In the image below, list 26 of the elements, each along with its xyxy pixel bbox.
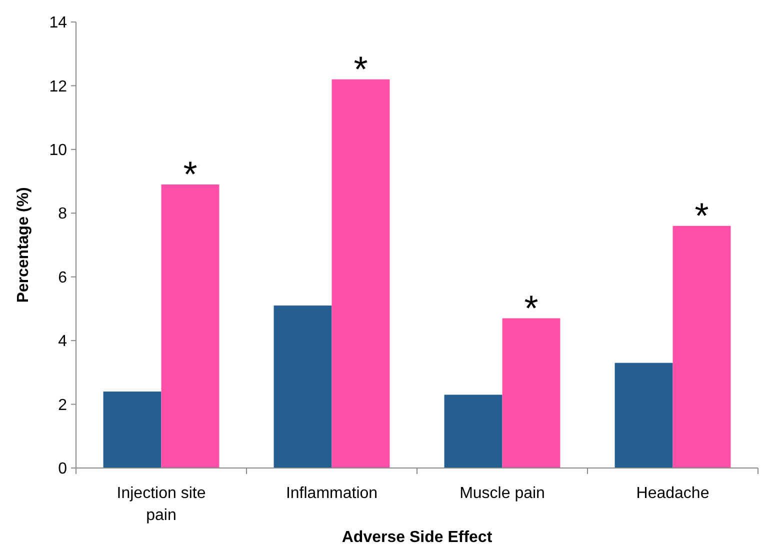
bar — [502, 318, 560, 468]
y-tick-label: 0 — [58, 460, 68, 478]
x-tick-label: Inflammation — [286, 485, 378, 502]
bar — [614, 362, 673, 468]
bar — [332, 79, 390, 468]
y-tick-label: 10 — [49, 142, 68, 160]
x-tick-label: Headache — [636, 485, 710, 502]
bar — [103, 392, 162, 468]
y-tick-label: 2 — [58, 396, 68, 414]
y-tick-label: 12 — [49, 78, 68, 96]
y-tick-label: 4 — [58, 333, 68, 350]
bar — [274, 306, 332, 468]
y-tick-label: 8 — [58, 206, 68, 223]
bar — [161, 184, 220, 468]
x-tick-label: Injection site pain — [116, 485, 206, 524]
annotation: * — [694, 194, 709, 236]
y-tick-label: 14 — [49, 14, 68, 32]
annotation: * — [524, 287, 538, 328]
y-tick-label: 6 — [58, 269, 68, 286]
x-tick-label: Muscle pain — [460, 485, 545, 502]
y-axis-title: Percentage (%) — [15, 187, 32, 303]
x-axis-title: Adverse Side Effect — [342, 529, 493, 546]
annotation: * — [183, 153, 198, 194]
annotation: * — [354, 48, 368, 90]
bar — [672, 226, 731, 468]
bar — [444, 394, 502, 468]
